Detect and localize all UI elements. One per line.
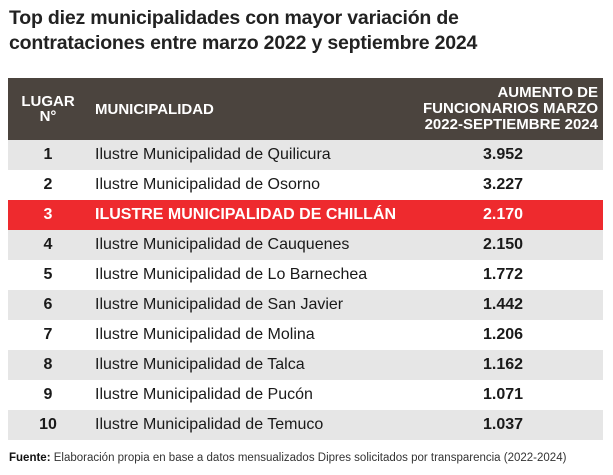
header-rank-line1: LUGAR <box>21 93 75 110</box>
table-row: 4 Ilustre Municipalidad de Cauquenes 2.150 <box>8 230 603 260</box>
rank-cell: 4 <box>43 236 53 253</box>
municipality-cell: Ilustre Municipalidad de Temuco <box>95 416 324 433</box>
rank-cell: 8 <box>43 356 53 373</box>
table-body: 1 Ilustre Municipalidad de Quilicura 3.952… <box>8 140 603 440</box>
source-label: Fuente: <box>9 452 51 464</box>
header-rank: LUGAR N° <box>8 94 88 124</box>
table-row: 3 Ilustre Municipalidad de Chillán 2.170 <box>8 200 603 230</box>
table-row: 1 Ilustre Municipalidad de Quilicura 3.952 <box>8 140 603 170</box>
ranking-table: LUGAR N° MUNICIPALIDAD AUMENTO DE FUNCIO… <box>8 78 603 440</box>
rank-cell: 9 <box>43 386 53 403</box>
source-text: Elaboración propia en base a datos mensu… <box>50 452 567 464</box>
value-cell: 3.227 <box>482 176 524 193</box>
value-cell: 1.442 <box>482 296 524 313</box>
table-row: 7 Ilustre Municipalidad de Molina 1.206 <box>8 320 603 350</box>
rank-cell: 3 <box>43 206 53 223</box>
municipality-cell: Ilustre Municipalidad de Quilicura <box>95 146 331 163</box>
municipality-cell: Ilustre Municipalidad de San Javier <box>95 296 344 313</box>
header-value-line2: FUNCIONARIOS MARZO <box>423 100 598 117</box>
table-row: 8 Ilustre Municipalidad de Talca 1.162 <box>8 350 603 380</box>
table-row: 6 Ilustre Municipalidad de San Javier 1.44… <box>8 290 603 320</box>
rank-cell: 5 <box>43 266 53 283</box>
table-row: 2 Ilustre Municipalidad de Osorno 3.227 <box>8 170 603 200</box>
municipality-cell: Ilustre Municipalidad de Osorno <box>95 176 321 193</box>
header-value-line3: 2022-SEPTIEMBRE 2024 <box>424 116 598 133</box>
header-rank-line2: N° <box>39 108 57 125</box>
municipality-cell: Ilustre Municipalidad de Talca <box>95 356 305 373</box>
municipality-cell: Ilustre Municipalidad de Molina <box>95 326 315 343</box>
rank-cell: 1 <box>43 146 53 163</box>
chart-title: Top diez municipalidades con mayor varia… <box>9 6 609 56</box>
value-cell: 1.162 <box>482 356 524 373</box>
title-line-2: contrataciones entre marzo 2022 y septie… <box>9 32 478 54</box>
rank-cell: 10 <box>39 416 57 433</box>
value-cell: 1.037 <box>482 416 524 433</box>
table-header: LUGAR N° MUNICIPALIDAD AUMENTO DE FUNCIO… <box>8 78 603 140</box>
value-cell: 2.150 <box>482 236 524 253</box>
table-row: 9 Ilustre Municipalidad de Pucón 1.071 <box>8 380 603 410</box>
value-cell: 1.772 <box>482 266 524 283</box>
value-cell: 2.170 <box>482 206 524 223</box>
table-row: 5 Ilustre Municipalidad de Lo Barnechea 1.… <box>8 260 603 290</box>
table-row: 10 Ilustre Municipalidad de Temuco 1.037 <box>8 410 603 440</box>
rank-cell: 2 <box>43 176 53 193</box>
title-line-1: Top diez municipalidades con mayor varia… <box>9 7 459 29</box>
municipality-cell: Ilustre Municipalidad de Cauquenes <box>95 236 350 253</box>
header-value: AUMENTO DE FUNCIONARIOS MARZO 2022-SEPTI… <box>403 85 603 133</box>
rank-cell: 6 <box>43 296 53 313</box>
source-note: Fuente: Elaboración propia en base a dat… <box>9 452 566 464</box>
municipality-cell: Ilustre Municipalidad de Chillán <box>95 206 397 223</box>
value-cell: 1.206 <box>482 326 524 343</box>
rank-cell: 7 <box>43 326 53 343</box>
header-value-line1: AUMENTO DE <box>497 84 598 101</box>
header-name: MUNICIPALIDAD <box>95 100 214 118</box>
municipality-cell: Ilustre Municipalidad de Lo Barnechea <box>95 266 368 283</box>
municipality-cell: Ilustre Municipalidad de Pucón <box>95 386 313 403</box>
value-cell: 3.952 <box>482 146 524 163</box>
value-cell: 1.071 <box>482 386 524 403</box>
